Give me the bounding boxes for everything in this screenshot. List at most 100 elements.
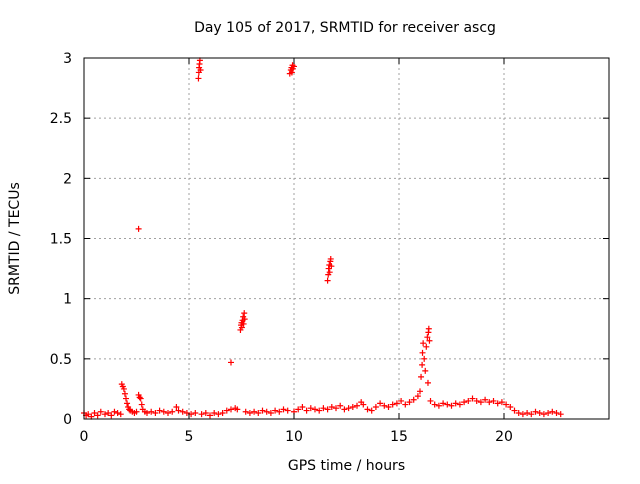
y-tick-label: 0.5: [50, 352, 72, 368]
axis-ticks: 0 5 10 15 20 0 0.5 1 1.5 2 2.5 3: [50, 51, 609, 445]
data-point: [553, 409, 560, 416]
data-point: [228, 406, 234, 413]
data-point: [198, 411, 205, 418]
x-axis-title: GPS time / hours: [288, 458, 405, 474]
data-point: [402, 401, 409, 408]
data-point: [241, 310, 248, 317]
data-point: [133, 408, 140, 415]
data-point: [389, 401, 396, 408]
x-tick-label: 5: [185, 429, 194, 445]
data-point: [240, 320, 247, 327]
data-point: [427, 397, 434, 404]
data-point: [121, 390, 128, 397]
data-point: [242, 408, 249, 415]
data-point: [545, 409, 552, 416]
data-point: [111, 408, 118, 415]
data-point: [124, 400, 131, 407]
x-tick-label: 0: [80, 429, 89, 445]
data-point: [280, 406, 287, 413]
data-point: [320, 405, 327, 412]
data-point: [267, 409, 274, 416]
data-point: [211, 409, 218, 416]
data-point: [333, 405, 339, 412]
data-point: [360, 401, 367, 408]
data-point: [532, 408, 539, 415]
data-point: [421, 355, 428, 362]
data-point: [117, 411, 124, 418]
data-point: [418, 373, 425, 380]
data-point: [419, 349, 426, 356]
data-point: [417, 388, 423, 395]
data-point: [138, 401, 145, 408]
data-point: [152, 409, 159, 416]
data-point: [515, 409, 522, 416]
x-tick-label: 20: [495, 429, 513, 445]
data-point: [299, 403, 306, 410]
data-point: [410, 396, 417, 403]
data-point: [482, 396, 489, 403]
data-point: [175, 407, 182, 414]
data-point: [426, 337, 433, 344]
data-point: [327, 255, 334, 262]
data-point: [393, 400, 400, 407]
data-point: [328, 263, 335, 270]
data-point: [557, 411, 564, 418]
data-point: [173, 403, 180, 410]
data-point: [341, 406, 348, 413]
data-point: [197, 67, 204, 74]
data-point: [291, 63, 297, 70]
y-tick-label: 2.5: [50, 111, 72, 127]
data-point: [85, 411, 92, 418]
data-point: [414, 393, 421, 400]
data-point: [114, 409, 121, 416]
data-point: [420, 340, 427, 347]
data-point: [406, 399, 413, 406]
data-point: [431, 401, 438, 408]
data-point: [503, 401, 510, 408]
data-point: [108, 412, 115, 419]
y-tick-label: 0: [63, 412, 72, 428]
data-point: [91, 409, 98, 416]
data-point: [328, 403, 335, 410]
data-point: [276, 408, 283, 415]
data-point: [156, 407, 163, 414]
y-tick-label: 1: [63, 292, 72, 308]
data-point: [183, 409, 190, 416]
data-point: [307, 405, 314, 412]
chart-title: Day 105 of 2017, SRMTID for receiver asc…: [194, 20, 496, 36]
data-point: [419, 361, 426, 368]
data-point: [288, 69, 295, 76]
data-point: [272, 407, 279, 414]
x-tick-label: 10: [285, 429, 303, 445]
data-point: [136, 394, 143, 401]
data-point: [372, 403, 379, 410]
data-point: [398, 397, 405, 404]
data-point: [435, 402, 442, 409]
data-point: [465, 397, 472, 404]
data-point: [94, 412, 101, 419]
data-point: [251, 408, 258, 415]
data-point: [202, 409, 209, 416]
data-point: [486, 399, 493, 406]
data-point: [377, 400, 384, 407]
data-point: [223, 407, 230, 414]
data-point: [549, 408, 556, 415]
data-point: [160, 408, 167, 415]
data-point: [316, 407, 323, 414]
y-tick-label: 2: [63, 171, 72, 187]
data-point: [448, 402, 455, 409]
data-point: [241, 316, 248, 323]
data-point: [473, 397, 480, 404]
data-point: [456, 401, 463, 408]
data-point: [234, 406, 241, 413]
data-point: [312, 406, 318, 413]
data-point: [195, 75, 202, 82]
data-point: [477, 399, 484, 406]
data-point: [165, 409, 171, 416]
data-point: [259, 407, 266, 414]
data-point: [324, 406, 331, 413]
data-point: [498, 399, 505, 406]
data-point: [179, 408, 186, 415]
data-point: [528, 411, 535, 418]
